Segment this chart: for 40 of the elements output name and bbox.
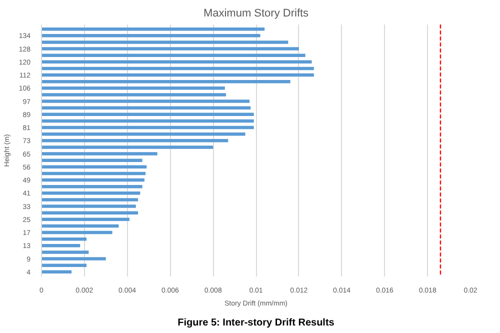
- bar: [42, 257, 106, 260]
- bar: [42, 211, 138, 214]
- bar: [42, 270, 72, 274]
- bar: [42, 93, 226, 96]
- bar: [42, 126, 254, 130]
- bar: [42, 218, 130, 222]
- bar: [42, 54, 306, 57]
- bar: [42, 184, 142, 188]
- bar: [42, 264, 87, 267]
- bar: [42, 40, 288, 44]
- bar: [42, 158, 142, 162]
- bar: [42, 73, 314, 77]
- bar: [42, 172, 146, 176]
- bar: [42, 204, 136, 208]
- bar: [42, 250, 89, 254]
- bar: [42, 192, 140, 195]
- bar: [42, 106, 251, 110]
- bar: [42, 244, 80, 248]
- bar: [42, 165, 147, 169]
- chart-title: Maximum Story Drifts: [203, 8, 310, 20]
- bar: [42, 224, 119, 228]
- bar: [42, 230, 112, 234]
- bar: [42, 80, 290, 84]
- bar: [42, 146, 214, 149]
- bar: [42, 112, 254, 116]
- bar: [42, 86, 225, 90]
- bar: [42, 178, 144, 182]
- bar: [42, 132, 246, 136]
- caption: Figure 5: Inter-story Drift Results: [178, 318, 335, 328]
- bar: [42, 198, 138, 202]
- bar: [42, 237, 87, 241]
- bar: [42, 27, 265, 31]
- bar: [42, 152, 158, 156]
- bar: [42, 34, 260, 38]
- bar: [42, 139, 228, 142]
- bar: [42, 66, 314, 70]
- bar: [42, 60, 312, 64]
- bar: [42, 47, 299, 50]
- bar: [42, 100, 250, 103]
- bar: [42, 119, 254, 123]
